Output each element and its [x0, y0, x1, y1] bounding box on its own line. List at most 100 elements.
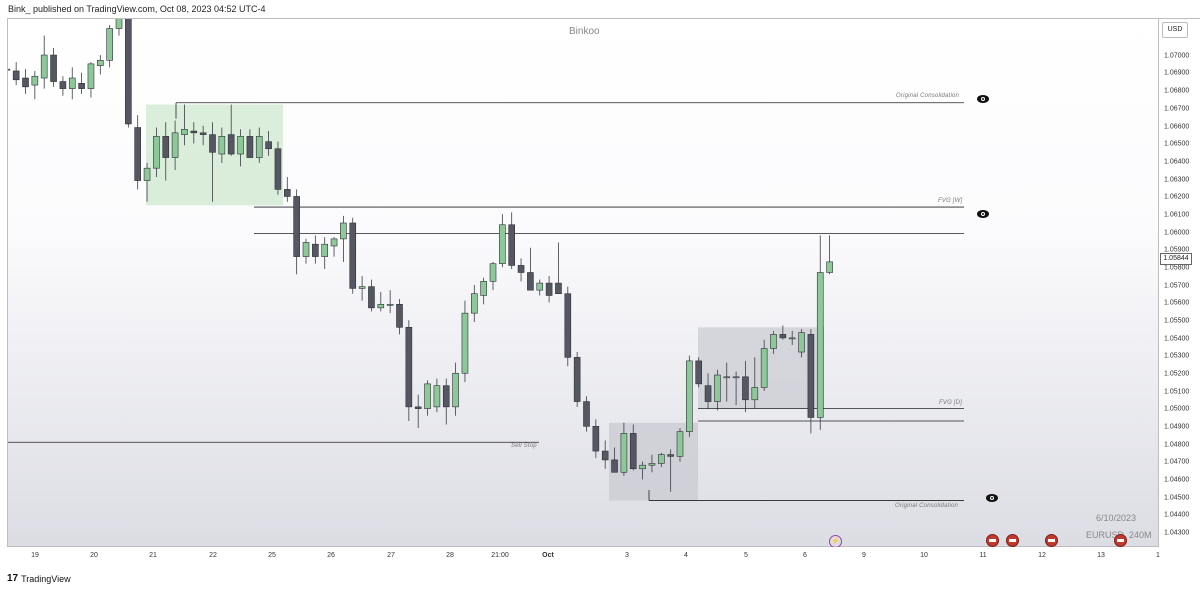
candle-body [143, 167, 151, 181]
time-tick-label: 21:00 [491, 552, 509, 559]
time-tick-label: 19 [31, 552, 39, 559]
candle-body [87, 63, 95, 89]
candle-body [134, 127, 141, 181]
candle-body [199, 132, 207, 135]
candle-body [695, 360, 703, 385]
candle-body [153, 136, 160, 169]
us-flag-event-icon[interactable] [1045, 534, 1058, 547]
candle [283, 177, 291, 202]
candle-body [648, 463, 656, 466]
candle-body [340, 222, 347, 240]
candle-body [480, 281, 487, 296]
candle-body [424, 383, 431, 409]
candle [760, 339, 768, 391]
candle [545, 276, 553, 303]
candle [536, 279, 544, 296]
price-tick-label: 1.04800 [1164, 441, 1190, 449]
eye-icon[interactable] [986, 494, 998, 502]
candle [87, 62, 95, 98]
candle [265, 131, 272, 156]
candle-body [508, 224, 516, 266]
candle-body [545, 282, 553, 296]
time-tick-label: 6 [803, 552, 807, 559]
candle [78, 72, 85, 94]
price-tick-label: 1.06900 [1164, 69, 1190, 77]
candle [648, 454, 656, 473]
price-tick-label: 1.04900 [1164, 423, 1190, 431]
candle [358, 276, 366, 301]
candle-body [125, 19, 132, 125]
candle-body [686, 360, 693, 432]
candle [377, 291, 385, 312]
candle-body [536, 282, 544, 291]
price-axis[interactable] [1159, 18, 1200, 547]
eye-icon[interactable] [977, 95, 989, 103]
eye-icon[interactable] [977, 210, 989, 218]
fvg-d-label: FVG [D] [939, 400, 963, 406]
candle-body [209, 134, 216, 153]
candle-body [40, 54, 48, 79]
candle-body [246, 136, 254, 158]
candle-body [22, 77, 29, 88]
candle [246, 129, 254, 158]
candle [686, 355, 693, 437]
candle [312, 235, 319, 264]
candle [639, 461, 646, 480]
time-tick-label: Oct [542, 552, 554, 559]
candle [508, 212, 516, 269]
candle-body [564, 293, 572, 358]
candle [770, 330, 777, 354]
candle [629, 424, 637, 471]
candle [723, 362, 731, 402]
candle-body [639, 464, 646, 470]
candle [620, 422, 628, 476]
candle-body [293, 196, 300, 257]
price-tick-label: 1.04600 [1164, 476, 1190, 484]
candle-body [78, 83, 85, 89]
us-flag-event-icon[interactable] [1114, 534, 1127, 547]
chart-pane[interactable] [7, 18, 1159, 547]
candle [424, 380, 431, 416]
publish-header: Bink_ published on TradingView.com, Oct … [0, 0, 1200, 18]
candle [452, 362, 459, 416]
candle [555, 242, 562, 295]
footer [0, 567, 1200, 589]
candle-body [798, 332, 805, 353]
price-tick-label: 1.05500 [1164, 317, 1190, 325]
candle-body [237, 136, 244, 155]
candle [732, 371, 740, 406]
candle [788, 330, 796, 345]
tv-logo-mark: 17 [7, 573, 19, 584]
candle-body [788, 337, 796, 340]
price-tick-label: 1.06000 [1164, 229, 1190, 237]
candle [751, 357, 759, 409]
currency-button[interactable]: USD [1162, 22, 1188, 38]
price-tick-label: 1.05600 [1164, 299, 1190, 307]
us-flag-event-icon[interactable] [986, 534, 999, 547]
candle [807, 329, 815, 434]
candle [704, 373, 712, 409]
candle [143, 162, 151, 202]
time-axis[interactable] [7, 547, 1159, 567]
candle [209, 122, 216, 202]
time-tick-label: 5 [744, 552, 748, 559]
candle [22, 69, 29, 94]
candle [321, 237, 329, 269]
price-tick-label: 1.06700 [1164, 105, 1190, 113]
candle [171, 120, 179, 170]
tradingview-logo[interactable]: 17 TradingView [7, 573, 71, 584]
candle-body [358, 286, 366, 289]
candlestick-chart [8, 19, 964, 501]
candle [190, 122, 198, 144]
candle [59, 76, 67, 96]
candle [330, 237, 338, 257]
candle-body [396, 304, 403, 328]
candle [489, 261, 497, 291]
candles-layer [8, 19, 833, 492]
candle [12, 62, 20, 86]
time-tick-label: 28 [446, 552, 454, 559]
candle [667, 449, 674, 492]
candle-body [742, 376, 749, 401]
us-flag-event-icon[interactable] [1006, 534, 1019, 547]
candle [816, 235, 824, 430]
